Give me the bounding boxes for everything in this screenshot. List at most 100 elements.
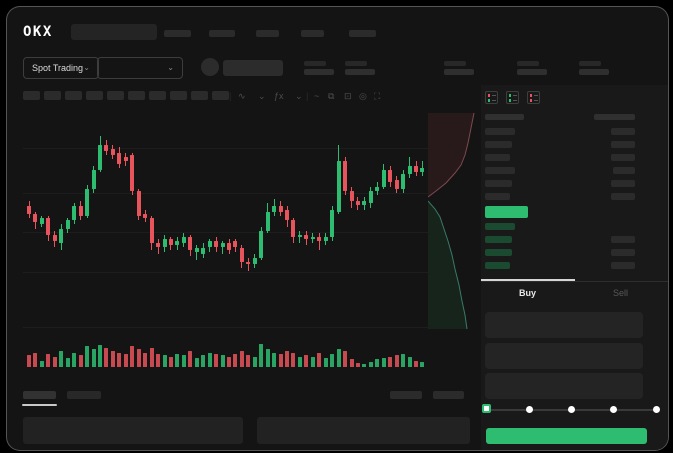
slider-stop[interactable] bbox=[525, 406, 533, 413]
candle bbox=[246, 262, 251, 265]
candle bbox=[27, 205, 31, 214]
tab-buy[interactable]: Buy bbox=[518, 288, 536, 298]
slider-stop[interactable] bbox=[652, 406, 660, 413]
bid-price-placeholder[interactable] bbox=[485, 249, 512, 256]
buy-button[interactable] bbox=[486, 428, 647, 444]
volume-bar bbox=[149, 347, 154, 367]
ask-price-placeholder[interactable] bbox=[485, 141, 512, 148]
candle bbox=[149, 218, 154, 244]
volume-bar bbox=[130, 346, 135, 367]
timeframe-button[interactable] bbox=[65, 91, 82, 100]
order-input-field[interactable] bbox=[485, 373, 643, 399]
nav-item[interactable] bbox=[209, 30, 235, 37]
nav-item[interactable] bbox=[349, 30, 376, 37]
candle bbox=[272, 205, 277, 212]
candle bbox=[33, 213, 38, 223]
volume-bar bbox=[110, 351, 115, 367]
compare-icon[interactable]: ⧉ bbox=[328, 91, 335, 101]
timeframe-button[interactable] bbox=[212, 91, 229, 100]
volume-bar bbox=[72, 352, 77, 367]
timeframe-button[interactable] bbox=[23, 91, 40, 100]
timeframe-button[interactable] bbox=[170, 91, 187, 100]
book-combined-icon[interactable] bbox=[485, 91, 498, 104]
volume-bar bbox=[162, 355, 167, 367]
candle bbox=[349, 190, 354, 202]
volume-bar bbox=[330, 354, 335, 367]
tab-sell[interactable]: Sell bbox=[612, 288, 628, 298]
order-input-field[interactable] bbox=[485, 343, 643, 369]
ask-amount-placeholder bbox=[613, 167, 635, 174]
timeframe-button[interactable] bbox=[128, 91, 145, 100]
volume-bar bbox=[285, 351, 289, 367]
volume-bar bbox=[317, 352, 322, 367]
bid-price-placeholder[interactable] bbox=[485, 262, 510, 269]
drawing-line-icon[interactable]: ~ bbox=[314, 91, 320, 101]
ask-price-placeholder[interactable] bbox=[485, 154, 510, 161]
ask-price-placeholder[interactable] bbox=[485, 193, 510, 200]
book-bids-icon[interactable] bbox=[506, 91, 519, 104]
timeframe-button[interactable] bbox=[86, 91, 103, 100]
volume-bar bbox=[362, 364, 367, 367]
volume-bar bbox=[220, 355, 225, 367]
nav-item[interactable] bbox=[301, 30, 324, 37]
candle bbox=[362, 201, 367, 206]
volume-bar bbox=[265, 348, 270, 367]
pair-selector-dropdown[interactable]: ⌄ bbox=[97, 57, 183, 79]
market-type-dropdown[interactable]: Spot Trading ⌄ bbox=[23, 57, 99, 79]
candle bbox=[59, 228, 64, 244]
orders-tab[interactable] bbox=[67, 391, 101, 399]
ask-price-placeholder[interactable] bbox=[485, 167, 515, 174]
candle bbox=[285, 209, 289, 221]
orders-tab[interactable] bbox=[23, 391, 56, 399]
chevron-down-icon[interactable]: ⌄ bbox=[258, 91, 266, 101]
candle bbox=[336, 161, 341, 212]
bid-price-placeholder[interactable] bbox=[485, 223, 515, 230]
order-input-field[interactable] bbox=[485, 312, 643, 338]
slider-stop[interactable] bbox=[610, 406, 618, 413]
slider-handle[interactable] bbox=[482, 404, 491, 413]
slider-stop[interactable] bbox=[568, 406, 575, 413]
okx-logo[interactable]: OKX bbox=[23, 24, 53, 40]
candle bbox=[304, 234, 309, 240]
candle-type-icon[interactable]: ∿ bbox=[238, 91, 246, 101]
candle bbox=[220, 243, 225, 248]
candle bbox=[156, 243, 160, 248]
ask-price-placeholder[interactable] bbox=[485, 180, 512, 187]
candle bbox=[194, 247, 199, 252]
camera-icon[interactable]: ⊡ bbox=[344, 91, 352, 101]
candle bbox=[330, 209, 335, 237]
pair-name-placeholder bbox=[223, 60, 283, 76]
volume-bar bbox=[272, 352, 277, 367]
volume-bar bbox=[39, 360, 44, 367]
volume-bar bbox=[375, 359, 380, 367]
ask-price-placeholder[interactable] bbox=[485, 128, 515, 135]
stat-label-placeholder bbox=[579, 61, 601, 66]
timeframe-button[interactable] bbox=[191, 91, 208, 100]
fullscreen-icon[interactable]: ⛶ bbox=[374, 91, 381, 101]
nav-item[interactable] bbox=[164, 30, 191, 37]
settings-icon[interactable]: ◎ bbox=[359, 91, 367, 101]
candle bbox=[265, 211, 270, 231]
candle bbox=[78, 205, 83, 216]
ask-amount-placeholder bbox=[611, 193, 635, 200]
orders-action-placeholder[interactable] bbox=[390, 391, 422, 399]
timeframe-button[interactable] bbox=[107, 91, 124, 100]
candle bbox=[188, 237, 193, 250]
candle bbox=[252, 258, 257, 265]
nav-item[interactable] bbox=[256, 30, 279, 37]
volume-bar bbox=[91, 348, 96, 367]
indicators-icon[interactable]: ƒx bbox=[274, 91, 284, 101]
candle bbox=[175, 241, 180, 246]
orders-action-placeholder[interactable] bbox=[433, 391, 464, 399]
candle bbox=[355, 201, 360, 206]
chevron-down-icon[interactable]: ⌄ bbox=[295, 91, 303, 101]
bid-amount-placeholder bbox=[611, 262, 635, 269]
volume-bar bbox=[181, 355, 186, 367]
candle bbox=[317, 237, 322, 242]
timeframe-button[interactable] bbox=[44, 91, 61, 100]
stat-label-placeholder bbox=[517, 61, 539, 66]
timeframe-button[interactable] bbox=[149, 91, 166, 100]
book-asks-icon[interactable] bbox=[527, 91, 540, 104]
search-input[interactable] bbox=[71, 24, 157, 40]
bid-price-placeholder[interactable] bbox=[485, 236, 512, 243]
